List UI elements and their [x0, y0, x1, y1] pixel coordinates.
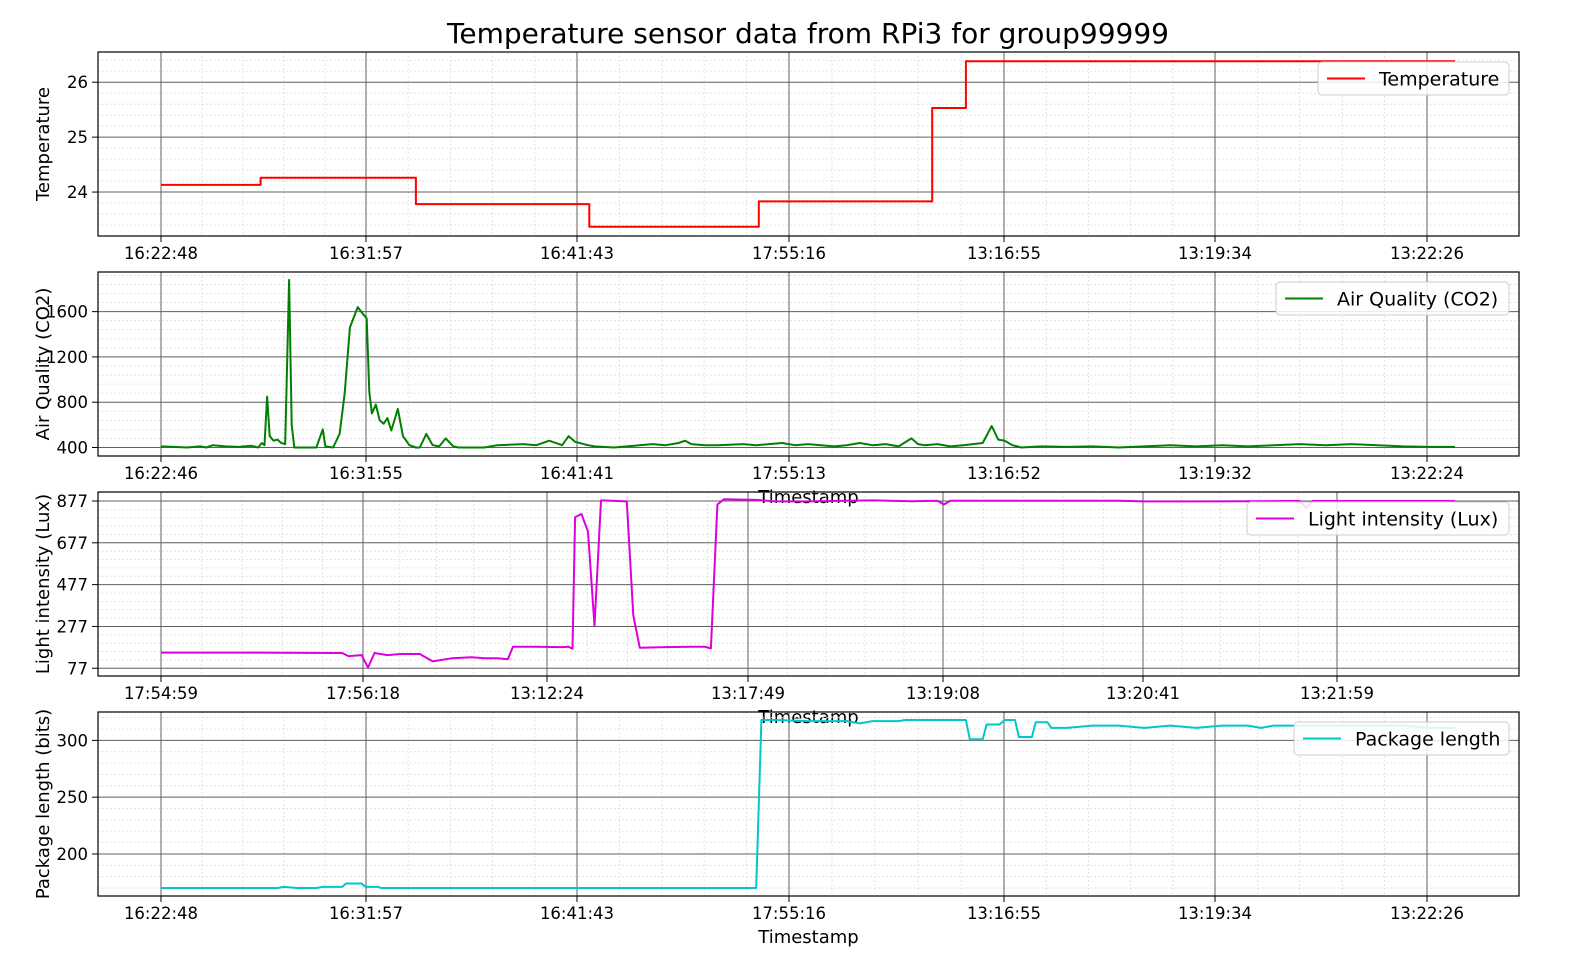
x-tick-label: 17:55:16: [752, 244, 826, 263]
x-tick-label: 16:22:46: [124, 464, 198, 483]
chart-panel-1: 16:22:48 16:31:57 16:41:43 17:55:16 13:16:55…: [33, 51, 1520, 263]
y-tick-label: 25: [67, 128, 88, 147]
legend-label: Temperature: [1378, 69, 1499, 91]
x-tick-label: 16:31:57: [329, 244, 403, 263]
x-axis-label: Timestamp: [757, 927, 858, 948]
y-tick-label: 477: [57, 576, 89, 595]
x-tick-label: 13:22:26: [1390, 904, 1464, 923]
y-tick-label: 200: [57, 845, 89, 864]
x-tick-label: 17:54:59: [124, 684, 198, 703]
legend: Light intensity (Lux): [1246, 501, 1510, 536]
y-axis-label: Air Quality (CO2): [33, 288, 54, 441]
x-tick-label: 13:16:55: [967, 244, 1041, 263]
x-tick-label: 17:55:13: [752, 464, 826, 483]
legend: Air Quality (CO2): [1275, 281, 1510, 316]
legend-box: [1246, 501, 1510, 536]
x-tick-label: 16:22:48: [124, 244, 198, 263]
y-tick-label: 677: [57, 534, 89, 553]
x-tick-label: 16:22:48: [124, 904, 198, 923]
x-tick-label: 13:19:34: [1178, 244, 1252, 263]
legend-box: [1275, 281, 1510, 316]
legend-label: Package length: [1355, 729, 1500, 751]
legend: Temperature: [1317, 61, 1510, 96]
x-tick-label: 13:21:59: [1300, 684, 1374, 703]
axes-frame: [97, 711, 1520, 897]
minor-grid: [98, 52, 1519, 237]
axes-frame: [97, 51, 1520, 237]
y-tick-label: 1600: [46, 303, 88, 322]
x-tick-label: 17:55:16: [752, 904, 826, 923]
legend-label: Light intensity (Lux): [1308, 509, 1498, 531]
y-tick-label: 300: [57, 731, 89, 750]
x-tick-label: 16:41:41: [540, 464, 614, 483]
x-tick-label: 16:31:55: [329, 464, 403, 483]
legend-box: [1317, 61, 1510, 96]
legend-label: Air Quality (CO2): [1337, 289, 1498, 311]
y-axis-label: Light intensity (Lux): [33, 494, 54, 674]
y-tick-label: 26: [67, 73, 88, 92]
x-tick-label: 13:16:55: [967, 904, 1041, 923]
x-axis-label: Timestamp: [757, 487, 858, 508]
axes-frame: [97, 271, 1520, 457]
y-tick-label: 877: [57, 492, 89, 511]
x-tick-label: 13:19:08: [906, 684, 980, 703]
y-tick-label: 1200: [46, 348, 88, 367]
x-tick-label: 16:41:43: [540, 904, 614, 923]
x-tick-label: 16:31:57: [329, 904, 403, 923]
x-tick-label: 13:16:52: [967, 464, 1041, 483]
axes-frame: [97, 491, 1520, 677]
series-line: [161, 719, 1455, 889]
y-tick-label: 77: [67, 659, 88, 678]
y-tick-label: 250: [57, 788, 89, 807]
x-tick-label: 13:17:49: [711, 684, 785, 703]
legend: Package length: [1293, 721, 1510, 756]
x-tick-label: 13:19:32: [1178, 464, 1252, 483]
series-line: [160, 278, 1455, 449]
x-tick-label: 13:20:41: [1106, 684, 1180, 703]
chart-panel-4: 16:22:48 16:31:57 16:41:43 17:55:16 13:16:55…: [33, 709, 1520, 948]
x-tick-label: 13:22:24: [1390, 464, 1464, 483]
y-axis-label: Temperature: [33, 87, 54, 202]
y-tick-label: 800: [57, 393, 89, 412]
figure-title: Temperature sensor data from RPi3 for gr…: [446, 17, 1169, 50]
x-tick-label: 16:41:43: [540, 244, 614, 263]
series-line: [161, 60, 1455, 228]
x-tick-label: 13:19:34: [1178, 904, 1252, 923]
chart-panels: 16:22:48 16:31:57 16:41:43 17:55:16 13:16:55…: [33, 51, 1520, 948]
series-line: [161, 498, 1455, 669]
chart-panel-2: 16:22:46 16:31:55 16:41:41 17:55:13 13:16:52…: [33, 271, 1520, 508]
x-tick-label: 17:56:18: [326, 684, 400, 703]
y-tick-label: 24: [67, 183, 88, 202]
chart-panel-3: 17:54:59 17:56:18 13:12:24 13:17:49 13:19:08…: [33, 491, 1520, 728]
x-tick-label: 13:22:26: [1390, 244, 1464, 263]
y-tick-label: 277: [57, 617, 89, 636]
x-tick-label: 13:12:24: [510, 684, 584, 703]
y-axis-label: Package length (bits): [33, 709, 54, 899]
y-tick-label: 400: [57, 439, 89, 458]
legend-box: [1293, 721, 1510, 756]
